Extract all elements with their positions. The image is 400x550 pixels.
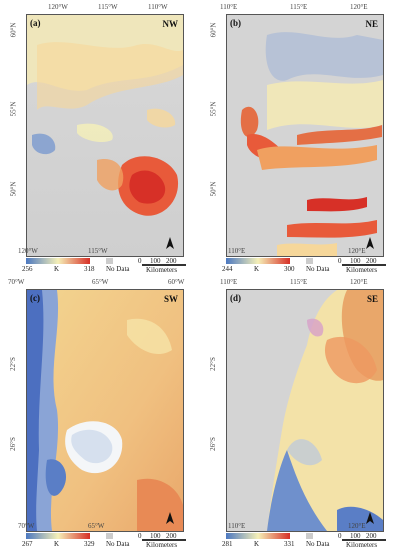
scale-unit: Kilometers <box>146 541 178 549</box>
top-tick: 120°W <box>48 3 68 11</box>
map-nw: (a) NW <box>26 14 184 257</box>
map-sw: (c) SW <box>26 289 184 532</box>
colorbar <box>26 533 90 539</box>
no-data-label: No Data <box>106 265 130 273</box>
legend-unit: K <box>254 540 260 548</box>
map-se: (d) SE <box>226 289 384 532</box>
left-tick: 55°N <box>209 101 218 117</box>
top-tick: 120°E <box>350 3 368 11</box>
top-tick: 70°W <box>8 278 25 286</box>
no-data-label: No Data <box>306 540 330 548</box>
bottom-tick: 110°E <box>228 247 246 255</box>
left-tick: 26°S <box>8 437 17 451</box>
no-data-swatch <box>306 258 313 264</box>
panel-sw: (c) SW 70°W 65°W 60°W 22°S 26°S 70°W 65°… <box>0 275 200 550</box>
temperature-map-nw <box>27 15 183 256</box>
panel-ne: (b) NE 110°E 115°E 120°E 110°E 120°E 60°… <box>200 0 400 275</box>
top-tick: 60°W <box>168 278 185 286</box>
bottom-tick: 120°E <box>348 522 366 530</box>
legend-unit: K <box>254 265 260 273</box>
legend: 267 K 329 No Data 0 100 200 Kilometers <box>10 532 200 550</box>
panel-label: (c) <box>30 293 40 303</box>
scale-bar <box>142 264 186 266</box>
region-label: NW <box>162 19 179 29</box>
left-tick: 22°S <box>8 357 17 371</box>
colorbar <box>226 258 290 264</box>
legend: 256 K 318 No Data 0 100 200 Kilometers <box>10 257 200 275</box>
left-tick: 60°N <box>209 22 218 38</box>
top-tick: 65°W <box>92 278 109 286</box>
panel-nw: (a) NW 120°W 115°W 110°W 60°N 55°N 50°N … <box>0 0 200 275</box>
bottom-tick: 65°W <box>88 522 105 530</box>
legend: 244 K 300 No Data 0 100 200 Kilometers <box>210 257 400 275</box>
north-arrow-icon <box>166 512 174 524</box>
region-label: NE <box>365 19 378 29</box>
north-arrow-icon <box>366 237 374 249</box>
temperature-map-ne <box>227 15 383 256</box>
north-arrow-icon <box>166 237 174 249</box>
temperature-map-sw <box>27 290 183 531</box>
bottom-tick: 110°E <box>228 522 246 530</box>
legend-unit: K <box>54 540 60 548</box>
legend: 281 K 331 No Data 0 100 200 Kilometers <box>210 532 400 550</box>
no-data-swatch <box>106 533 113 539</box>
top-tick: 110°E <box>220 278 238 286</box>
scale-bar <box>142 539 186 541</box>
left-tick: 26°S <box>208 437 217 451</box>
bottom-tick: 115°W <box>88 247 108 255</box>
left-tick: 55°N <box>9 101 18 117</box>
left-tick: 22°S <box>208 357 217 371</box>
legend-min: 256 <box>22 265 33 273</box>
no-data-swatch <box>106 258 113 264</box>
scale-bar <box>342 539 386 541</box>
region-label: SE <box>366 294 378 304</box>
legend-max: 318 <box>84 265 95 273</box>
top-tick: 115°E <box>290 3 308 11</box>
legend-max: 300 <box>284 265 295 273</box>
top-tick: 115°W <box>98 3 118 11</box>
colorbar <box>226 533 290 539</box>
left-tick: 60°N <box>9 22 18 38</box>
legend-min: 244 <box>222 265 233 273</box>
left-tick: 50°N <box>9 181 18 197</box>
top-tick: 115°E <box>290 278 308 286</box>
top-tick: 110°W <box>148 3 168 11</box>
legend-min: 267 <box>22 540 33 548</box>
no-data-swatch <box>306 533 313 539</box>
temperature-map-se <box>227 290 383 531</box>
legend-max: 331 <box>284 540 295 548</box>
scale-bar <box>342 264 386 266</box>
north-arrow-icon <box>366 512 374 524</box>
map-ne: (b) NE <box>226 14 384 257</box>
bottom-tick: 120°E <box>348 247 366 255</box>
no-data-label: No Data <box>106 540 130 548</box>
scale-unit: Kilometers <box>346 266 378 274</box>
no-data-label: No Data <box>306 265 330 273</box>
panel-label: (a) <box>30 18 41 28</box>
left-tick: 50°N <box>209 181 218 197</box>
top-tick: 110°E <box>220 3 238 11</box>
region-label: SW <box>163 294 178 304</box>
panel-label: (d) <box>230 293 241 303</box>
bottom-tick: 70°W <box>18 522 35 530</box>
colorbar <box>26 258 90 264</box>
panel-label: (b) <box>230 18 241 28</box>
scale-unit: Kilometers <box>146 266 178 274</box>
legend-max: 329 <box>84 540 95 548</box>
scale-unit: Kilometers <box>346 541 378 549</box>
top-tick: 120°E <box>350 278 368 286</box>
bottom-tick: 120°W <box>18 247 38 255</box>
legend-unit: K <box>54 265 60 273</box>
legend-min: 281 <box>222 540 233 548</box>
panel-se: (d) SE 110°E 115°E 120°E 22°S 26°S 110°E… <box>200 275 400 550</box>
